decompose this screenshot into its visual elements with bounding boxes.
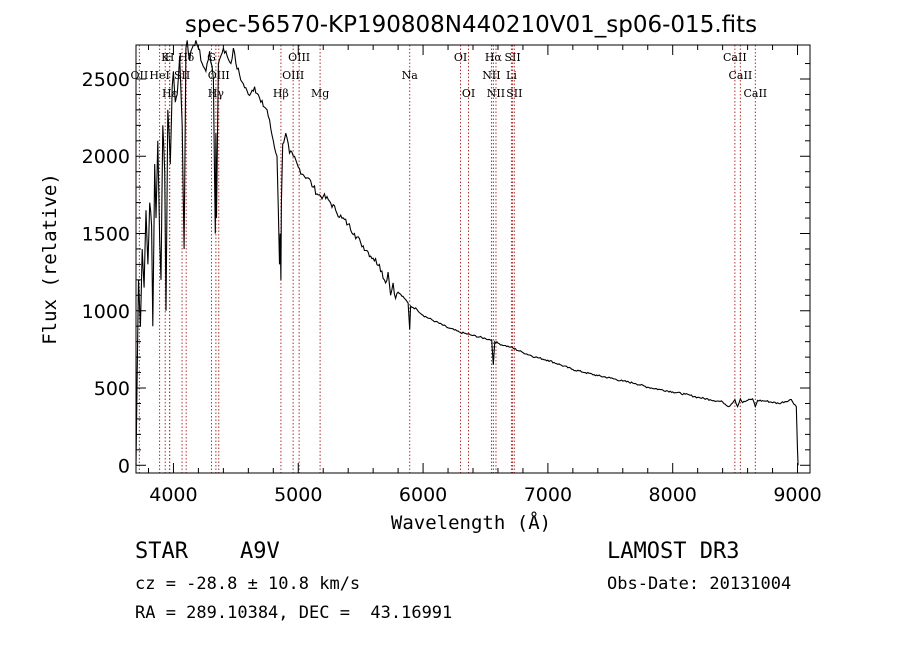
reference-line-label: NII	[487, 87, 505, 100]
redshift-value: cz = -28.8 ± 10.8 km/s	[135, 574, 361, 594]
reference-line-label: NII	[482, 69, 500, 82]
reference-line-label: OIII	[288, 51, 310, 64]
x-tick-label: 8000	[649, 484, 697, 506]
reference-line-label: Li	[506, 69, 517, 82]
y-tick-label: 2000	[82, 146, 130, 168]
x-tick-label: 6000	[399, 484, 447, 506]
reference-line-label: K	[161, 51, 170, 64]
reference-line-label: OIII	[282, 69, 304, 82]
observation-date: Obs-Date: 20131004	[607, 574, 792, 594]
object-type: STAR	[135, 539, 188, 564]
x-tick-label: 5000	[274, 484, 322, 506]
x-axis-label: Wavelength (Å)	[391, 511, 551, 534]
survey-name: LAMOST DR3	[607, 539, 740, 564]
reference-line-label: CaII	[743, 87, 767, 100]
y-tick-label: 500	[94, 378, 130, 400]
reference-line-label: Hγ	[208, 87, 225, 100]
reference-line-label: SII	[506, 87, 522, 100]
reference-line-label: CaII	[729, 69, 753, 82]
coordinates: RA = 289.10384, DEC = 43.16991	[135, 603, 453, 623]
reference-line-label: CaII	[723, 51, 747, 64]
spectral-subclass: A9V	[240, 539, 280, 564]
y-axis: 0 500 1000 1500 2000 2500	[82, 63, 810, 477]
reference-line-label: Na	[402, 69, 419, 82]
reference-line-label: Hα	[485, 51, 503, 64]
reference-line-label: G	[207, 51, 216, 64]
reference-line-label: Hε	[162, 87, 178, 100]
reference-line-label: OII	[131, 69, 149, 82]
reference-line-label: OI	[454, 51, 467, 64]
y-tick-label: 1000	[82, 301, 130, 323]
reference-line-label: OI	[462, 87, 475, 100]
reference-line-label: H	[165, 51, 175, 64]
x-axis: 4000 5000 6000 7000 8000 9000	[147, 45, 822, 506]
flux-series-line	[135, 40, 799, 466]
reference-line-label: Mg	[311, 87, 329, 100]
reference-lines	[138, 45, 756, 473]
reference-line-label: Hβ	[273, 87, 289, 100]
x-tick-label: 7000	[524, 484, 572, 506]
chart-title: spec-56570-KP190808N440210V01_sp06-015.f…	[185, 12, 757, 38]
reference-line-label: SII	[174, 69, 190, 82]
y-tick-label: 1500	[82, 224, 130, 246]
reference-line-label: SII	[504, 51, 520, 64]
y-tick-label: 2500	[82, 69, 130, 91]
x-tick-label: 9000	[773, 484, 821, 506]
reference-line-label: HeI	[149, 69, 169, 82]
y-tick-label: 0	[118, 455, 130, 477]
plot-frame	[135, 44, 811, 474]
x-tick-label: 4000	[149, 484, 197, 506]
y-axis-label: Flux (relative)	[39, 173, 61, 345]
